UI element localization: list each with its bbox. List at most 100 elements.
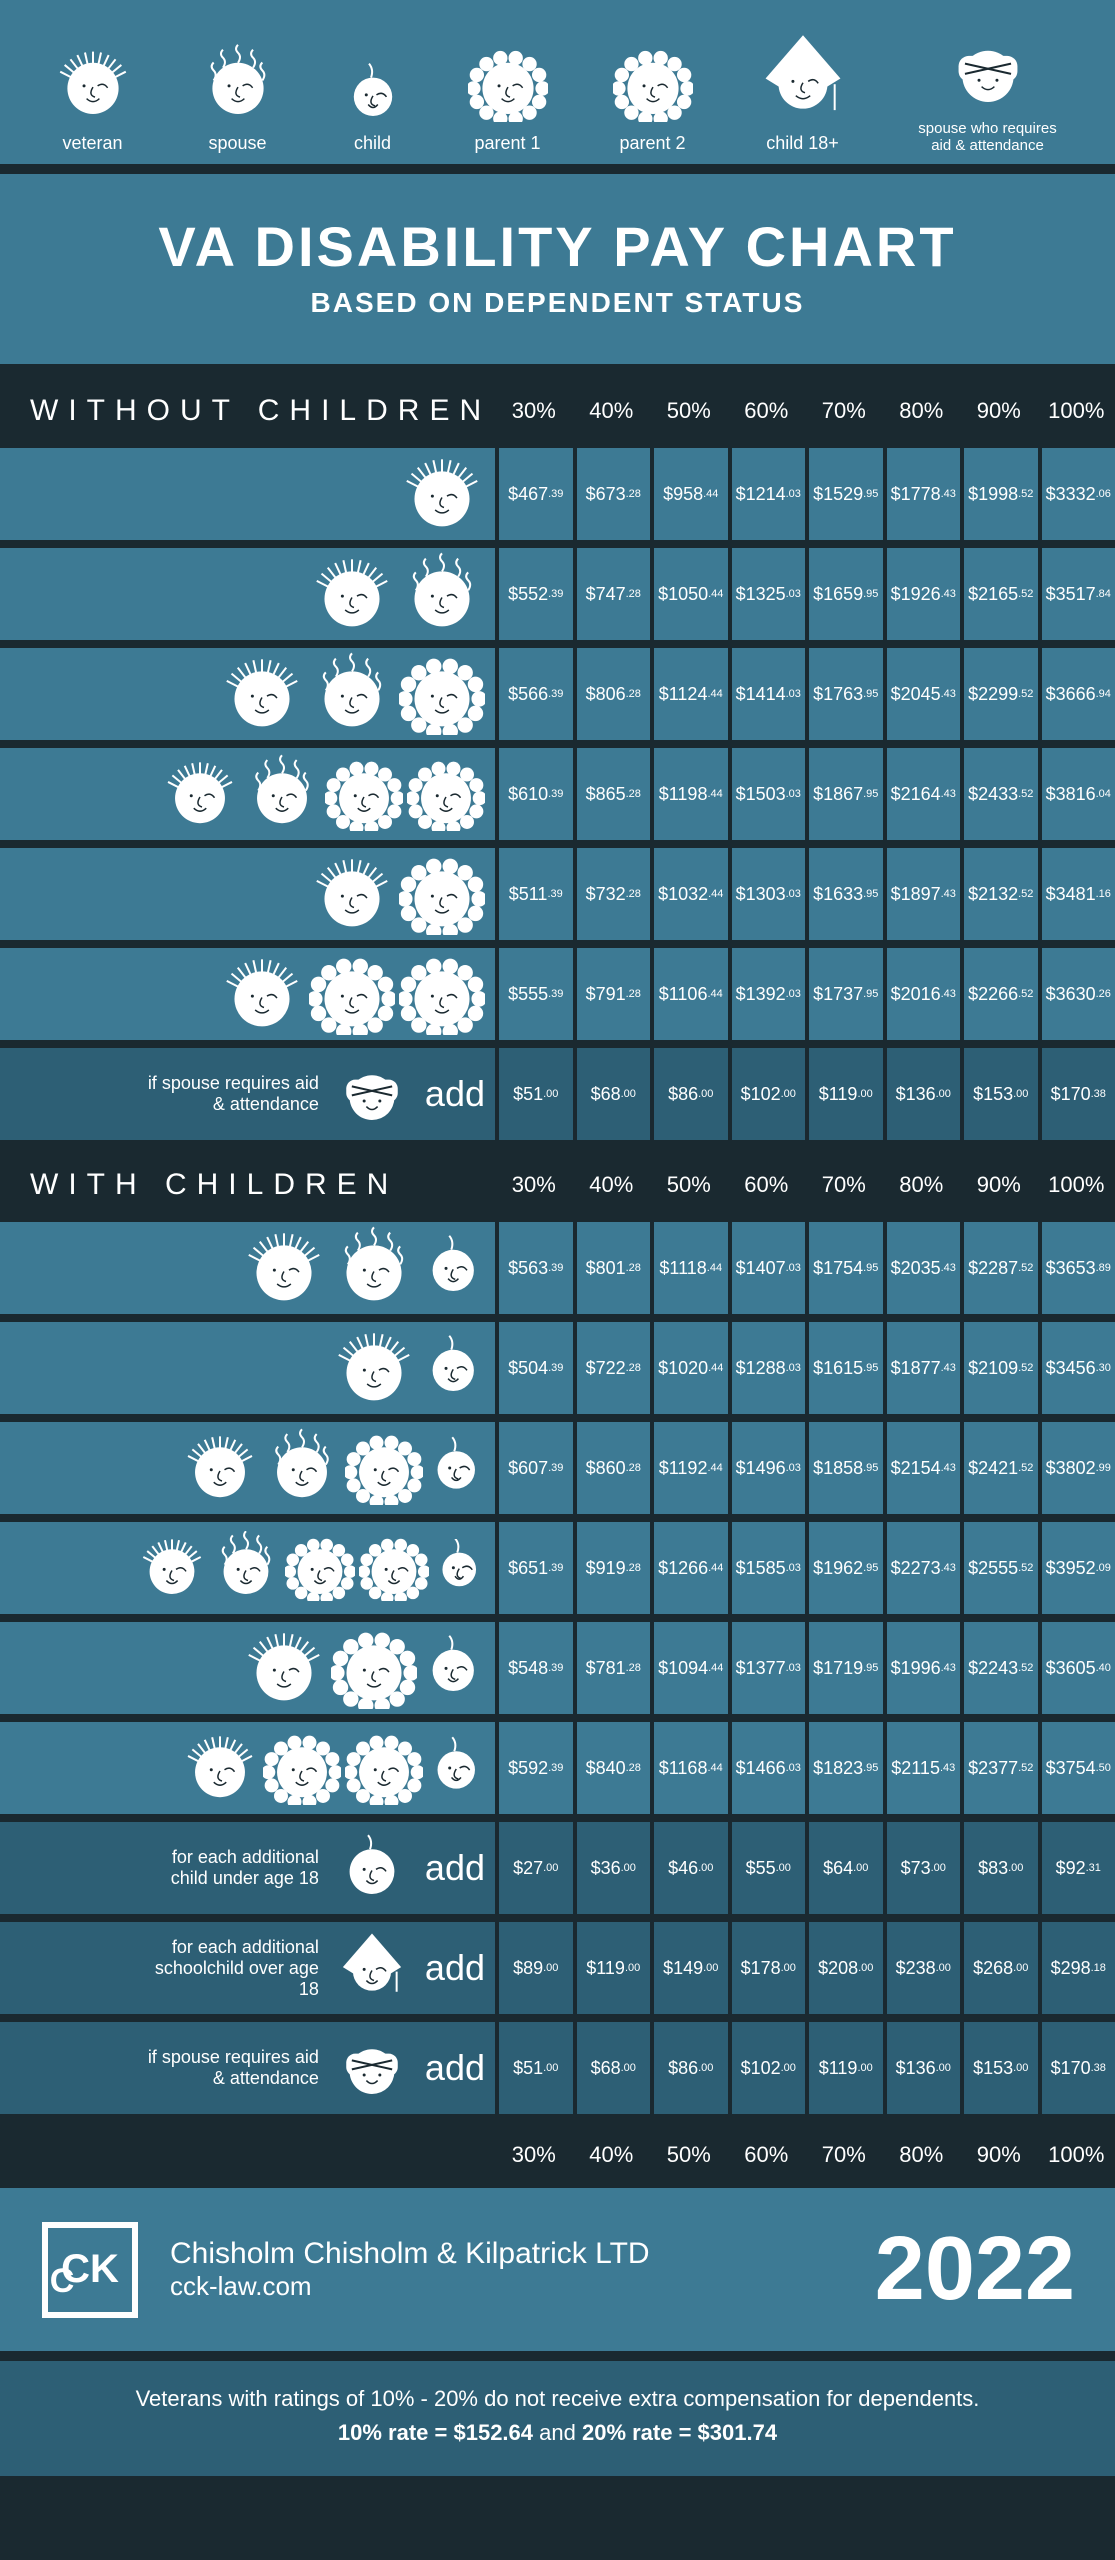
money-cell: $3332.06 <box>1038 448 1115 540</box>
money-cell: $1778.43 <box>883 448 961 540</box>
money-cell: $1392.03 <box>728 948 806 1040</box>
child18-icon <box>337 1931 407 2006</box>
percent-header: 40% <box>573 394 651 428</box>
money-cell: $102.00 <box>728 1048 806 1140</box>
legend-label: child <box>343 133 403 154</box>
money-cell: $73.00 <box>883 1822 961 1914</box>
parent1-icon <box>468 42 548 127</box>
percent-header: 40% <box>573 1168 651 1202</box>
legend-item-spouse: spouse <box>198 42 278 154</box>
section-label: WITH CHILDREN <box>0 1168 495 1202</box>
money-cell: $2421.52 <box>960 1422 1038 1514</box>
legend-label: parent 1 <box>468 133 548 154</box>
money-cell: $504.39 <box>495 1322 573 1414</box>
row-icons <box>0 848 495 940</box>
money-cell: $2377.52 <box>960 1722 1038 1814</box>
money-cell: $1020.44 <box>650 1322 728 1414</box>
money-cell: $1094.44 <box>650 1622 728 1714</box>
legend-item-veteran: veteran <box>53 42 133 154</box>
row-icons <box>0 1422 495 1514</box>
veteran-icon <box>331 1323 417 1414</box>
data-row: $504.39$722.28$1020.44$1288.03$1615.95$1… <box>0 1322 1115 1422</box>
money-cell: $2045.43 <box>883 648 961 740</box>
row-icons <box>0 1722 495 1814</box>
footnote-block: Veterans with ratings of 10% - 20% do no… <box>0 2361 1115 2476</box>
money-cell: $86.00 <box>650 1048 728 1140</box>
money-cell: $2287.52 <box>960 1222 1038 1314</box>
company-url: cck-law.com <box>170 2271 845 2302</box>
data-row: $563.39$801.28$1118.44$1407.03$1754.95$2… <box>0 1222 1115 1322</box>
percent-header: 50% <box>650 2142 728 2168</box>
add-label: if spouse requires aid & attendance <box>139 1073 319 1115</box>
money-cell: $2299.52 <box>960 648 1038 740</box>
percent-header: 60% <box>728 394 806 428</box>
money-cell: $1877.43 <box>883 1322 961 1414</box>
section-label: WITHOUT CHILDREN <box>0 394 495 428</box>
legend-item-child18: child 18+ <box>758 32 848 154</box>
money-cell: $3952.09 <box>1038 1522 1115 1614</box>
money-cell: $592.39 <box>495 1722 573 1814</box>
veteran-icon <box>241 1623 327 1714</box>
percent-header: 100% <box>1038 394 1115 428</box>
percent-header: 70% <box>805 2142 883 2168</box>
legend-row: veteranspousechildparent 1parent 2child … <box>0 0 1115 164</box>
spouse-icon <box>263 1427 341 1510</box>
veteran-icon <box>309 849 395 940</box>
money-cell: $1325.03 <box>728 548 806 640</box>
money-cell: $563.39 <box>495 1222 573 1314</box>
spouse-icon <box>309 649 395 740</box>
money-cell: $3517.84 <box>1038 548 1115 640</box>
section-header-with: WITH CHILDREN30%40%50%60%70%80%90%100% <box>0 1148 1115 1222</box>
footnote-rates: 10% rate = $152.64 and 20% rate = $301.7… <box>20 2420 1095 2446</box>
parent1-icon <box>325 753 403 836</box>
money-cell: $1192.44 <box>650 1422 728 1514</box>
veteran-icon <box>181 1727 259 1810</box>
add-word: add <box>425 1847 485 1889</box>
money-cell: $607.39 <box>495 1422 573 1514</box>
row-icons <box>0 1222 495 1314</box>
money-cell: $2154.43 <box>883 1422 961 1514</box>
legend-label: veteran <box>53 133 133 154</box>
money-cell: $1823.95 <box>805 1722 883 1814</box>
money-cell: $2165.52 <box>960 548 1038 640</box>
money-cell: $3630.26 <box>1038 948 1115 1040</box>
money-cell: $119.00 <box>805 2022 883 2114</box>
spouse_aid-icon <box>337 2031 407 2106</box>
spouse-icon <box>331 1223 417 1314</box>
spouse-icon <box>211 1531 281 1606</box>
percent-header: 30% <box>495 394 573 428</box>
row-icons <box>0 1322 495 1414</box>
money-cell: $1466.03 <box>728 1722 806 1814</box>
money-cell: $1377.03 <box>728 1622 806 1714</box>
money-cell: $552.39 <box>495 548 573 640</box>
money-cell: $651.39 <box>495 1522 573 1614</box>
add-row: for each additional schoolchild over age… <box>0 1922 1115 2022</box>
money-cell: $919.28 <box>573 1522 651 1614</box>
money-cell: $548.39 <box>495 1622 573 1714</box>
section-header-without: WITHOUT CHILDREN30%40%50%60%70%80%90%100… <box>0 374 1115 448</box>
spouse-icon <box>399 549 485 640</box>
spouse_aid-icon <box>913 30 1063 114</box>
money-cell: $1867.95 <box>805 748 883 840</box>
spouse_aid-icon <box>337 1057 407 1132</box>
add-word: add <box>425 1947 485 1989</box>
money-cell: $1266.44 <box>650 1522 728 1614</box>
row-icons <box>0 548 495 640</box>
percent-header: 30% <box>495 2142 573 2168</box>
veteran-icon <box>219 949 305 1040</box>
percent-header: 80% <box>883 1168 961 1202</box>
data-row: $607.39$860.28$1192.44$1496.03$1858.95$2… <box>0 1422 1115 1522</box>
money-cell: $238.00 <box>883 1922 961 2014</box>
data-row: $610.39$865.28$1198.44$1503.03$1867.95$2… <box>0 748 1115 848</box>
child-icon <box>427 1736 486 1800</box>
money-cell: $1585.03 <box>728 1522 806 1614</box>
footnote-text: Veterans with ratings of 10% - 20% do no… <box>20 2386 1095 2412</box>
spouse-icon <box>243 753 321 836</box>
money-cell: $1897.43 <box>883 848 961 940</box>
row-icons <box>0 448 495 540</box>
money-cell: $840.28 <box>573 1722 651 1814</box>
data-row: $552.39$747.28$1050.44$1325.03$1659.95$1… <box>0 548 1115 648</box>
money-cell: $1198.44 <box>650 748 728 840</box>
percent-header: 40% <box>573 2142 651 2168</box>
money-cell: $806.28 <box>573 648 651 740</box>
